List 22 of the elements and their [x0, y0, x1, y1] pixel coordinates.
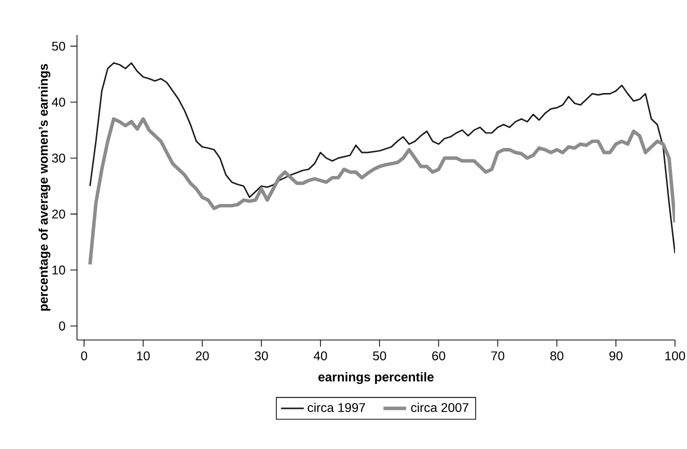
x-tick-label: 70 [491, 351, 504, 360]
legend-label: circa 2007 [411, 402, 468, 412]
x-tick-label: 30 [254, 351, 268, 360]
x-tick-label: 90 [609, 351, 622, 360]
y-tick-label: 0 [59, 322, 66, 330]
line-series [89, 62, 675, 254]
x-tick-label: 20 [196, 351, 209, 360]
x-tick-label: 40 [314, 351, 327, 360]
x-tick-label: 60 [432, 351, 446, 360]
x-tick-label: 100 [665, 351, 686, 360]
x-tick-label: 80 [550, 351, 564, 360]
y-tick-label: 10 [52, 266, 66, 275]
y-axis-title: percentage of average women’s earnings [38, 64, 50, 311]
x-tick-label: 10 [137, 351, 150, 360]
y-tick-label: 40 [52, 98, 66, 107]
y-tick-label: 30 [52, 154, 66, 163]
y-tick-label: 50 [52, 42, 66, 51]
x-axis-title: earnings percentile [318, 372, 434, 384]
y-tick-label: 20 [52, 210, 66, 219]
x-tick-label: 0 [81, 351, 88, 360]
legend-label: circa 1997 [308, 402, 366, 412]
x-tick-label: 50 [373, 351, 386, 360]
